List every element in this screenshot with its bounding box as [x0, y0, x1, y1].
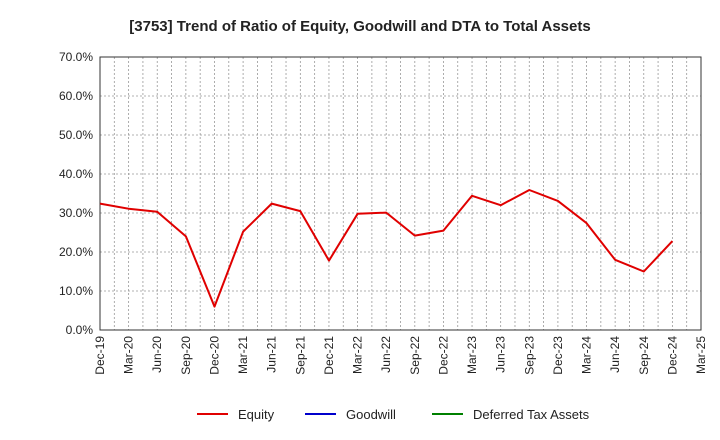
x-tick-label: Dec-20	[207, 336, 221, 375]
x-tick-label: Sep-22	[408, 336, 422, 375]
x-tick-label: Mar-25	[694, 336, 708, 374]
x-tick-label: Jun-23	[494, 336, 508, 373]
x-tick-label: Dec-23	[551, 336, 565, 375]
x-tick-label: Sep-20	[179, 336, 193, 375]
y-tick-label: 50.0%	[59, 128, 93, 142]
plot-area	[99, 56, 702, 331]
x-tick-label: Mar-21	[236, 336, 250, 374]
y-tick-label: 0.0%	[66, 323, 94, 337]
legend-label: Goodwill	[346, 407, 396, 422]
chart-title: [3753] Trend of Ratio of Equity, Goodwil…	[129, 18, 590, 35]
x-tick-label: Jun-24	[608, 336, 622, 373]
y-tick-label: 60.0%	[59, 89, 93, 103]
x-tick-label: Dec-21	[322, 336, 336, 375]
x-tick-label: Dec-24	[665, 336, 679, 375]
y-tick-label: 40.0%	[59, 167, 93, 181]
x-tick-label: Mar-23	[465, 336, 479, 374]
x-tick-label: Dec-22	[436, 336, 450, 375]
x-tick-label: Sep-24	[637, 336, 651, 375]
x-tick-label: Jun-21	[265, 336, 279, 373]
x-tick-label: Jun-20	[150, 336, 164, 373]
x-axis-ticks: Dec-19 Mar-20 Jun-20 Sep-20 Dec-20 Mar-21 Jun-…	[93, 336, 708, 375]
series-line-equity	[99, 189, 674, 308]
x-tick-label: Jun-22	[379, 336, 393, 373]
legend-label: Deferred Tax Assets	[473, 407, 590, 422]
x-tick-label: Mar-22	[351, 336, 365, 374]
legend-label: Equity	[238, 407, 275, 422]
grid-lines	[100, 57, 701, 330]
y-axis-ticks: 0.0% 10.0% 20.0% 30.0% 40.0% 50.0% 60.0% 70.0%	[59, 50, 93, 337]
y-tick-label: 20.0%	[59, 245, 93, 259]
legend: Equity Goodwill Deferred Tax Assets	[197, 407, 590, 422]
x-tick-label: Dec-19	[93, 336, 107, 375]
y-tick-label: 30.0%	[59, 206, 93, 220]
y-tick-label: 70.0%	[59, 50, 93, 64]
x-tick-label: Mar-24	[580, 336, 594, 374]
x-tick-label: Sep-21	[293, 336, 307, 375]
x-tick-label: Sep-23	[522, 336, 536, 375]
y-tick-label: 10.0%	[59, 284, 93, 298]
x-tick-label: Mar-20	[122, 336, 136, 374]
series-lines	[99, 189, 674, 308]
